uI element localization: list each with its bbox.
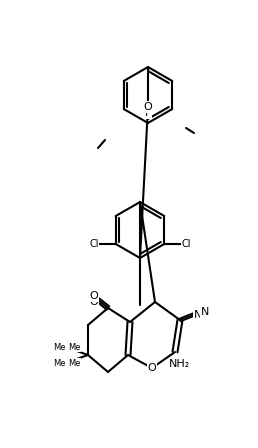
Text: Cl: Cl [89,239,99,249]
Text: Me: Me [53,343,66,352]
Text: Me: Me [68,343,80,352]
Text: N: N [201,307,209,317]
Text: F: F [145,108,151,118]
Text: Cl: Cl [181,239,191,249]
Text: NH₂: NH₂ [169,359,191,369]
Text: Me: Me [53,358,66,367]
Text: O: O [90,291,98,301]
Text: O: O [90,297,98,307]
Text: O: O [144,102,152,112]
Text: N: N [194,310,202,320]
Text: O: O [148,363,156,373]
Text: Me: Me [68,358,80,367]
